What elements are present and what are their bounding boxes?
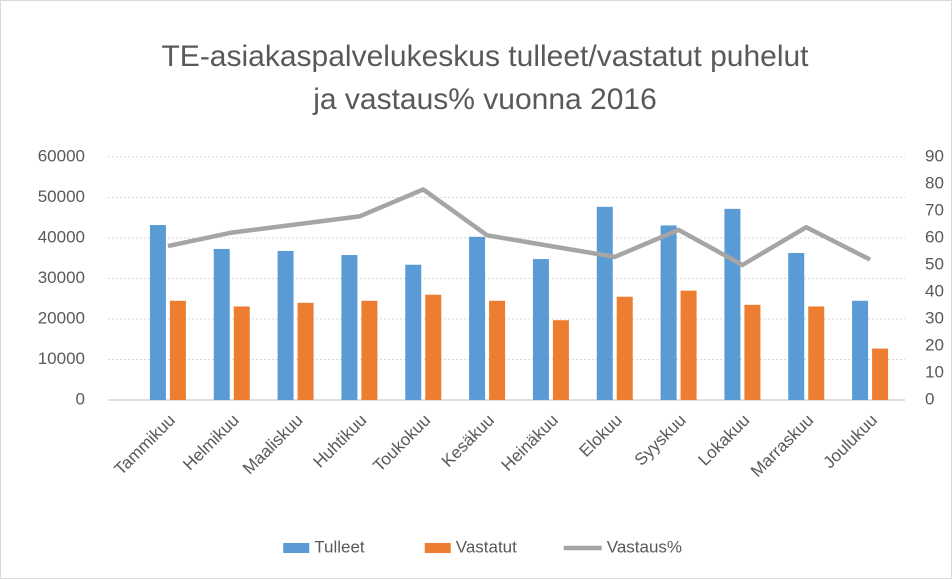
y2-tick-label: 10 [925, 362, 944, 381]
bar [724, 208, 741, 400]
y-tick-label: 30000 [38, 268, 85, 287]
bar [469, 236, 486, 400]
bar [616, 296, 633, 400]
bar [361, 300, 378, 400]
y-tick-label: 40000 [38, 227, 85, 246]
y2-tick-label: 60 [925, 227, 944, 246]
bar [277, 250, 294, 400]
chart-title: TE-asiakaspalvelukeskus tulleet/vastatut… [161, 40, 809, 73]
bar [425, 294, 442, 400]
y-tick-label: 20000 [38, 308, 85, 327]
y2-tick-label: 80 [925, 173, 944, 192]
legend-label: Tulleet [314, 537, 365, 556]
bar [552, 320, 569, 400]
bar [788, 252, 805, 400]
bar [852, 300, 869, 400]
legend-swatch [424, 543, 451, 553]
bar [808, 306, 825, 400]
bar [341, 255, 358, 400]
y2-tick-label: 90 [925, 146, 944, 165]
bar [532, 259, 549, 400]
bar [405, 264, 422, 400]
bar [596, 206, 613, 400]
line [167, 187, 872, 268]
y2-tick-label: 70 [925, 200, 944, 219]
y2-tick-label: 40 [925, 281, 944, 300]
y-tick-label: 10000 [38, 349, 85, 368]
y2-tick-label: 30 [925, 308, 944, 327]
bar [489, 300, 506, 400]
bar [169, 300, 186, 400]
bar [744, 304, 761, 400]
y2-tick-label: 20 [925, 335, 944, 354]
y-tick-label: 0 [76, 389, 85, 408]
y2-tick-label: 0 [925, 389, 934, 408]
y-tick-label: 60000 [38, 146, 85, 165]
chart-title: ja vastaus% vuonna 2016 [312, 83, 657, 116]
bar [149, 225, 166, 400]
bar [233, 306, 250, 400]
bar [297, 302, 314, 400]
bar [213, 248, 230, 400]
y2-tick-label: 50 [925, 254, 944, 273]
bar [660, 225, 677, 400]
bar [680, 290, 697, 400]
legend-label: Vastatut [456, 537, 517, 556]
legend-swatch [283, 543, 310, 553]
y-tick-label: 50000 [38, 187, 85, 206]
legend-label: Vastaus% [607, 537, 682, 556]
bar [872, 348, 889, 400]
